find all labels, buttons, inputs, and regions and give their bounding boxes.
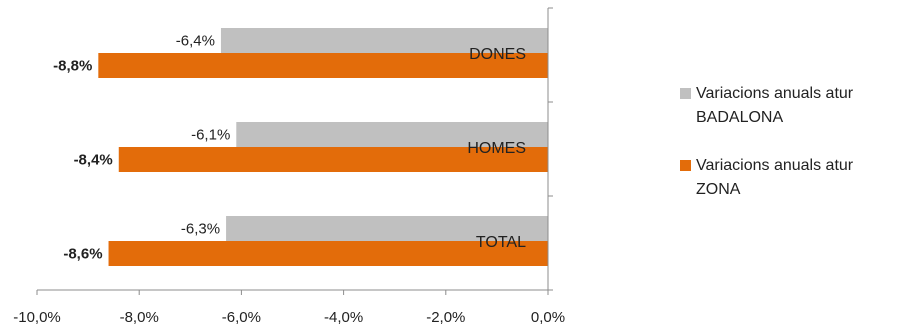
legend-label-badalona-line1: Variacions anuals atur (696, 85, 854, 102)
legend-label-zona-line2: ZONA (696, 181, 741, 198)
x-tick-label-3: -4,0% (324, 309, 363, 326)
category-label-total: TOTAL (476, 234, 526, 251)
bar-dones-series-0 (220, 28, 548, 53)
data-label-total-series-0: -6,3% (181, 221, 220, 238)
x-tick-label-0: -10,0% (13, 309, 61, 326)
x-tick-label-4: -2,0% (426, 309, 465, 326)
x-tick-label-2: -6,0% (222, 309, 261, 326)
bar-homes-series-1 (118, 147, 548, 172)
bar-dones-series-1 (98, 53, 548, 78)
bar-homes-series-0 (236, 122, 549, 147)
legend-label-badalona-line2: BADALONA (696, 109, 784, 126)
data-label-dones-series-0: -6,4% (176, 33, 215, 50)
legend-swatch-badalona (680, 88, 691, 99)
legend: Variacions anuals atur BADALONA Variacio… (680, 82, 895, 226)
x-tick-label-1: -8,0% (120, 309, 159, 326)
bar-total-series-0 (226, 216, 548, 241)
category-label-homes: HOMES (467, 140, 526, 157)
data-label-total-series-1: -8,6% (63, 246, 102, 263)
x-tick-label-5: 0,0% (531, 309, 565, 326)
legend-swatch-zona (680, 160, 691, 171)
category-label-dones: DONES (469, 46, 526, 63)
data-label-dones-series-1: -8,8% (53, 58, 92, 75)
legend-label-zona-line1: Variacions anuals atur (696, 157, 854, 174)
data-label-homes-series-0: -6,1% (191, 127, 230, 144)
data-label-homes-series-1: -8,4% (74, 152, 113, 169)
legend-item-zona: Variacions anuals atur ZONA (680, 154, 895, 202)
bar-total-series-1 (108, 241, 548, 266)
legend-item-badalona: Variacions anuals atur BADALONA (680, 82, 895, 130)
